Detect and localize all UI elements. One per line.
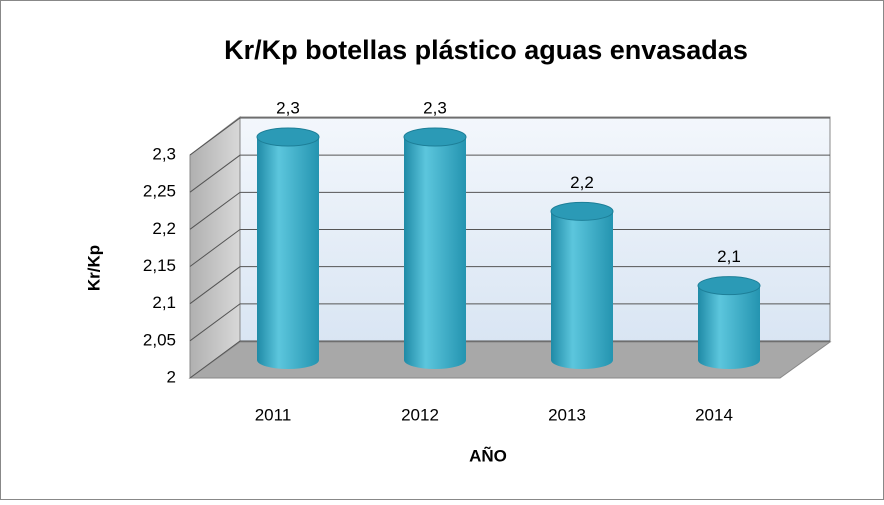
grid-line [189, 303, 830, 342]
y-tick-label: 2 [167, 367, 176, 386]
chart-title: Kr/Kp botellas plástico aguas envasadas [224, 35, 748, 65]
cylinder-body [551, 211, 613, 369]
y-tick-label: 2,05 [143, 330, 176, 349]
cylinder-body [404, 137, 466, 369]
grid-line [189, 191, 830, 230]
grid-line [189, 229, 830, 267]
bar [697, 276, 761, 369]
floor [188, 341, 832, 379]
x-tick-label: 2013 [548, 405, 586, 424]
cylinder-top [256, 127, 320, 147]
grid-line [189, 266, 830, 305]
value-label: 2,3 [423, 98, 447, 117]
y-tick-label: 2,3 [152, 144, 176, 163]
value-label: 2,2 [570, 173, 594, 192]
x-tick-label: 2011 [255, 405, 292, 424]
cylinder-top [697, 276, 761, 296]
cylinder-top [403, 127, 467, 147]
bar [550, 201, 614, 369]
grid-line [189, 340, 830, 379]
y-tick-label: 2,15 [143, 256, 176, 275]
cylinder-body [698, 285, 760, 369]
cylinder-body [257, 137, 319, 369]
y-axis-title: Kr/Kp [84, 245, 103, 291]
cylinder-top [550, 201, 614, 221]
x-tick-label: 2012 [401, 405, 439, 424]
y-tick-label: 2,25 [143, 182, 176, 201]
bar [256, 127, 320, 369]
x-tick-label: 2014 [695, 405, 733, 424]
value-label: 2,3 [276, 98, 300, 117]
bar [403, 127, 467, 369]
y-tick-label: 2,2 [152, 219, 176, 238]
grid-line [189, 154, 830, 193]
y-tick-label: 2,1 [152, 293, 176, 312]
grid-line [189, 117, 830, 156]
value-label: 2,1 [717, 247, 741, 266]
x-axis-title: AÑO [469, 445, 507, 465]
